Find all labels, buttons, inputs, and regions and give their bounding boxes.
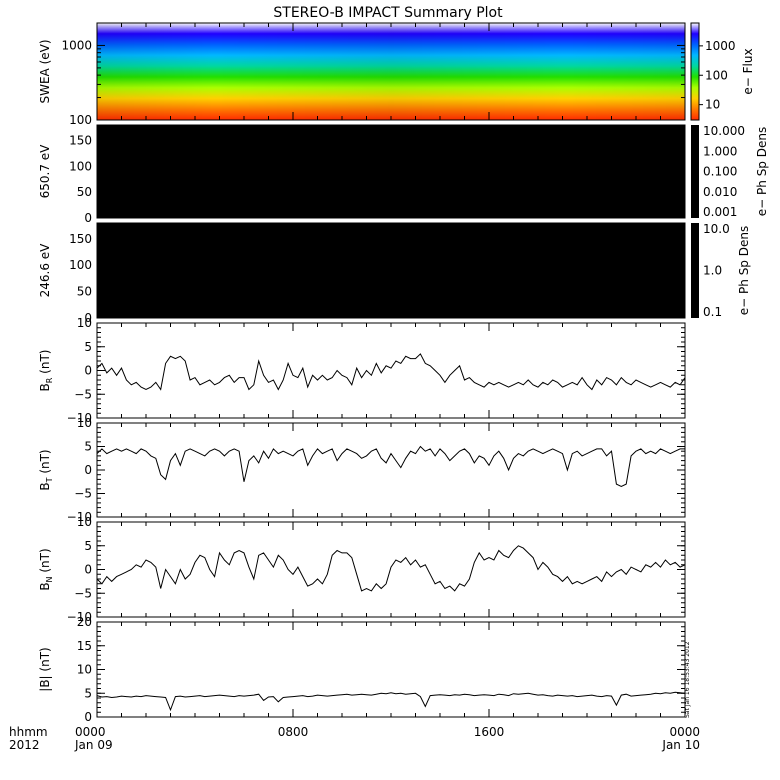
colorbar-tick-label: 1.000 (703, 144, 737, 158)
pad-spectrogram-pad246 (97, 223, 685, 318)
colorbar-tick-label: 0.100 (703, 165, 737, 179)
axis-label-bmag: |B| (nT) (38, 647, 52, 691)
axis-label-subscript: R (45, 377, 54, 383)
panel-pad246: 0 50 100 150 246.6 eV 10.0 1.0 0.1 e− Ph Sp Dens (38, 222, 751, 325)
time-tick-label: 0000 (75, 725, 106, 739)
y-tick-label: 5 (84, 440, 92, 454)
y-tick-label: 0 (84, 710, 92, 724)
y-tick-label: 10 (77, 416, 92, 430)
panel-bmag: 0 5 10 15 20 |B| (nT) (38, 615, 686, 724)
y-tick-label: 1000 (61, 38, 92, 52)
series-line-bmag (96, 691, 686, 712)
y-tick-label: 5 (84, 686, 92, 700)
y-tick-label: 50 (77, 185, 92, 199)
y-tick-label: 50 (77, 285, 92, 299)
panel-br: −10 −5 0 5 10 BR (nT) (38, 316, 686, 425)
y-tick-label: 100 (69, 113, 92, 127)
axis-label-pad246: 246.6 eV (38, 243, 52, 298)
y-tick-label: 5 (84, 539, 92, 553)
colorbar-tick-label: 0.001 (703, 205, 737, 219)
axis-label-units: (nT) (38, 350, 52, 378)
y-tick-label: 0 (84, 463, 92, 477)
y-tick-label: 0 (84, 211, 92, 225)
y-tick-label: 150 (69, 134, 92, 148)
colorbar-flux (690, 22, 700, 121)
colorbar-label-pad650: e− Ph Sp Dens (755, 127, 769, 216)
axis-label-units: (nT) (38, 449, 52, 477)
axis-label-units: (nT) (38, 548, 52, 576)
panel-frame (96, 322, 686, 419)
axis-label-subscript: N (45, 576, 54, 582)
y-tick-label: 0 (84, 364, 92, 378)
panel-bt: −10 −5 0 5 10 BT (nT) (38, 416, 686, 524)
y-tick-label: 0 (84, 563, 92, 577)
colorbar-tick-label: 10.000 (703, 124, 745, 138)
colorbar-tick-label: 10.0 (703, 222, 730, 236)
swea-spectrogram-shading (97, 23, 685, 120)
y-tick-label: −10 (67, 610, 92, 624)
time-tick-label: 0800 (278, 725, 309, 739)
panel-swea: 100 1000 SWEA (eV) 1000 100 10 e− Flux (38, 22, 755, 127)
time-tick-date: Jan 10 (661, 738, 700, 752)
series-line-br (96, 353, 686, 391)
y-tick-label: −5 (74, 487, 92, 501)
y-tick-label: 10 (77, 316, 92, 330)
y-tick-label: −10 (67, 411, 92, 425)
panel-frame (96, 521, 686, 618)
y-tick-label: 10 (77, 663, 92, 677)
y-tick-label: 10 (77, 515, 92, 529)
colorbar-pad650 (691, 125, 699, 218)
y-tick-label: 100 (69, 258, 92, 272)
panel-frame (96, 621, 686, 718)
y-tick-label: 150 (69, 232, 92, 246)
colorbar-label-flux: e− Flux (741, 48, 755, 94)
series-line-bt (96, 445, 685, 487)
panel-frame (96, 422, 686, 518)
colorbar-tick-label: 10 (705, 98, 720, 112)
y-tick-label: −10 (67, 510, 92, 524)
y-tick-label: 5 (84, 340, 92, 354)
axis-label-bn: BN (nT) (38, 548, 54, 590)
panel-bn: −10 −5 0 5 10 BN (nT) (38, 515, 686, 624)
y-tick-label: 100 (69, 159, 92, 173)
axis-label-subscript: T (45, 477, 54, 483)
y-tick-label: −5 (74, 586, 92, 600)
pad-spectrogram-pad650 (97, 125, 685, 218)
colorbar-pad246 (691, 223, 699, 318)
colorbar-tick-label: 1000 (705, 39, 736, 53)
panel-pad650: 0 50 100 150 650.7 eV 10.000 1.000 0.100 0.010 0.… (38, 124, 769, 225)
axis-label-bt: BT (nT) (38, 449, 54, 490)
axis-label-pad650: 650.7 eV (38, 144, 52, 199)
time-axis-row1-label: hhmm (9, 725, 48, 739)
time-tick-label: 0000 (669, 725, 700, 739)
y-tick-label: 0 (84, 311, 92, 325)
y-tick-label: −5 (74, 387, 92, 401)
colorbar-tick-label: 0.010 (703, 185, 737, 199)
y-tick-label: 15 (77, 639, 92, 653)
colorbar-tick-label: 1.0 (703, 264, 722, 278)
colorbar-tick-label: 100 (705, 68, 728, 82)
plot-title: STEREO-B IMPACT Summary Plot (273, 5, 503, 21)
y-tick-label: 20 (77, 615, 92, 629)
time-tick-label: 1600 (474, 725, 505, 739)
colorbar-tick-label: 0.1 (703, 305, 722, 319)
axis-label-swea: SWEA (eV) (38, 39, 52, 103)
colorbar-label-pad246: e− Ph Sp Dens (737, 226, 751, 315)
axis-label-br: BR (nT) (38, 350, 54, 392)
series-line-bn (96, 545, 686, 592)
time-axis-row2-label: 2012 (9, 738, 40, 752)
time-tick-date: Jan 09 (74, 738, 113, 752)
timestamp-label: Sat Jan 16 18:53:43 2012 (684, 641, 691, 718)
